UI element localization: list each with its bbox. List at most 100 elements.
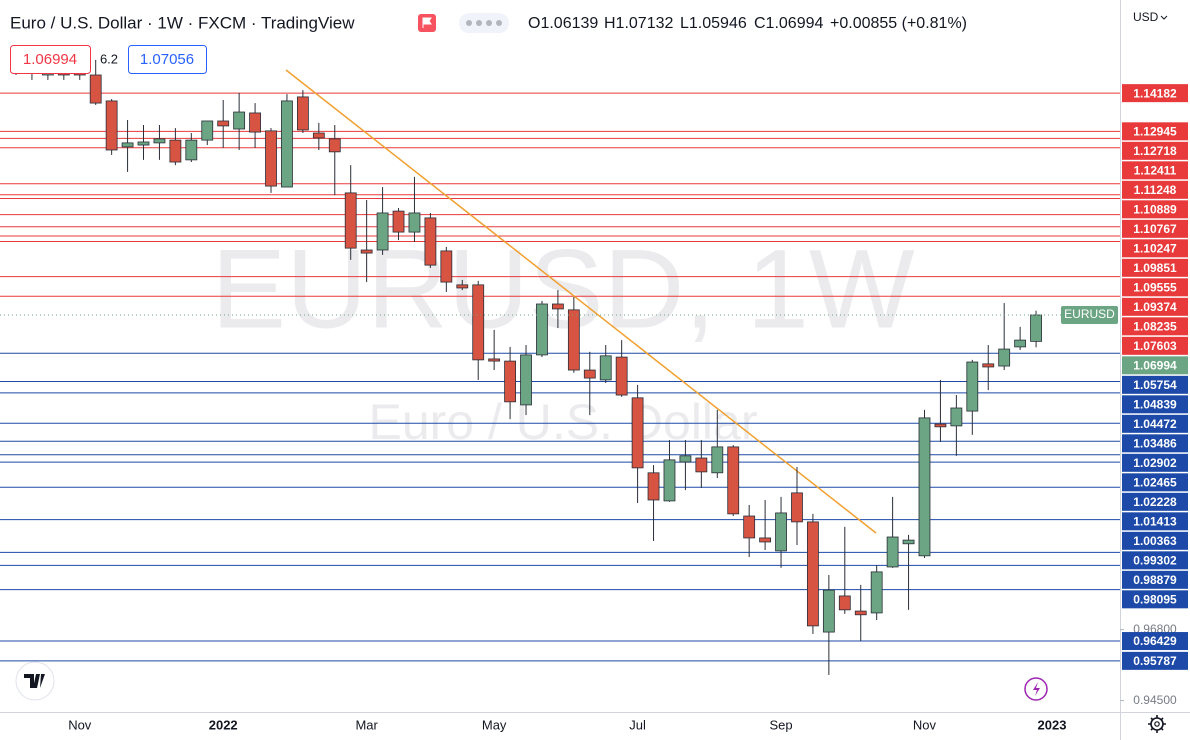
symbol-label: EURUSD xyxy=(1064,307,1115,321)
currency-selector[interactable]: USD xyxy=(1121,0,1190,36)
watermark-symbol: EURUSD, 1W xyxy=(211,227,914,352)
level-label: 1.09374 xyxy=(1133,300,1177,314)
currency-bg[interactable] xyxy=(1121,0,1190,36)
lightning-icon xyxy=(1033,682,1040,696)
candle-body xyxy=(791,492,803,523)
candle-body xyxy=(456,284,469,289)
last-price-label: 1.06994 xyxy=(1133,358,1177,372)
y-tick-label: 0.94500 xyxy=(1133,693,1177,707)
candle-body xyxy=(520,354,532,406)
level-label: 0.99302 xyxy=(1133,553,1177,567)
sell-box[interactable] xyxy=(10,45,91,74)
level-label: 1.04839 xyxy=(1133,397,1177,411)
candle-body xyxy=(934,423,947,428)
level-label: 1.10247 xyxy=(1133,241,1177,255)
buy-price: 1.07056 xyxy=(140,51,194,68)
ohlc-high: H1.07132 xyxy=(604,15,673,32)
level-label: 1.01413 xyxy=(1133,514,1177,528)
level-label: 1.10889 xyxy=(1133,202,1177,216)
candle-body xyxy=(822,589,835,633)
level-label-bg xyxy=(1122,434,1188,453)
candle-body xyxy=(281,100,293,188)
level-label-bg xyxy=(1122,219,1188,238)
level-label: 1.02902 xyxy=(1133,456,1177,470)
candle-body xyxy=(105,100,118,151)
x-tick-label: 2022 xyxy=(209,717,238,732)
candle-body xyxy=(488,358,501,362)
candles xyxy=(10,59,1042,675)
level-label: 1.09555 xyxy=(1133,280,1177,294)
flag-button[interactable] xyxy=(418,14,436,32)
candle-body xyxy=(217,120,230,127)
sell-price: 1.06994 xyxy=(23,51,77,68)
candle-body xyxy=(249,112,261,133)
candle-body xyxy=(599,355,612,381)
candle-body xyxy=(233,111,246,130)
level-label-bg xyxy=(1122,317,1188,336)
symbol-label-bg xyxy=(1061,305,1118,324)
candle-body xyxy=(998,348,1011,367)
level-label: 1.04472 xyxy=(1133,417,1177,431)
x-tick-label: Jul xyxy=(629,717,646,732)
candle-body xyxy=(201,120,214,141)
level-label: 1.00363 xyxy=(1133,534,1177,548)
level-label: 1.09851 xyxy=(1133,261,1177,275)
level-label: 1.14182 xyxy=(1133,86,1177,100)
x-tick-label: Nov xyxy=(68,717,92,732)
flag-icon xyxy=(422,17,432,28)
candle-body xyxy=(663,459,676,502)
caret xyxy=(1160,15,1168,20)
level-label-bg xyxy=(1122,414,1188,433)
level-label: 1.12718 xyxy=(1133,144,1177,158)
status-pill[interactable] xyxy=(459,13,509,33)
candle-body xyxy=(1030,314,1042,342)
level-label: 1.05754 xyxy=(1133,378,1177,392)
level-label: 0.98095 xyxy=(1133,592,1177,606)
logo-mark xyxy=(24,674,45,688)
level-label-bg xyxy=(1122,632,1188,651)
candle-body xyxy=(870,571,883,614)
candle-body xyxy=(727,446,740,515)
level-label: 1.11248 xyxy=(1134,183,1177,197)
level-label: 0.96429 xyxy=(1133,634,1177,648)
x-tick-label: 2023 xyxy=(1038,717,1067,732)
chart-title: Euro / U.S. Dollar · 1W · FXCM · Trading… xyxy=(10,13,355,32)
level-label-bg xyxy=(1122,570,1188,589)
level-label-bg xyxy=(1122,84,1188,103)
candle-body xyxy=(472,284,485,361)
level-label-bg xyxy=(1122,453,1188,472)
x-tick-label: Mar xyxy=(355,717,378,732)
level-label: 0.95787 xyxy=(1133,654,1177,668)
candle-body xyxy=(504,360,516,403)
candle-body xyxy=(89,74,102,104)
level-label-bg xyxy=(1122,297,1188,316)
buy-button[interactable]: 1.07056 xyxy=(128,45,207,74)
settings-button[interactable] xyxy=(1148,715,1166,733)
candle-body xyxy=(886,536,899,568)
tv-logo[interactable] xyxy=(15,661,55,701)
buy-box[interactable] xyxy=(128,45,207,74)
level-lines xyxy=(0,92,1120,662)
level-label-bg xyxy=(1122,200,1188,219)
lightning-button[interactable] xyxy=(1024,677,1048,701)
candle-body xyxy=(743,515,756,539)
candle-body xyxy=(759,537,772,543)
candle-body xyxy=(392,210,405,233)
level-label-bg xyxy=(1122,551,1188,570)
candle-body xyxy=(567,309,580,371)
candle-body xyxy=(296,96,309,131)
level-label-bg xyxy=(1122,590,1188,609)
candle-body xyxy=(169,139,182,163)
level-label-bg xyxy=(1122,651,1188,670)
level-label: 1.07603 xyxy=(1133,339,1177,353)
level-label: 1.08235 xyxy=(1133,319,1177,333)
candle-body xyxy=(153,138,166,144)
candle-body xyxy=(583,369,596,379)
candle-body xyxy=(711,446,724,474)
sell-button[interactable]: 1.06994 xyxy=(10,45,91,74)
candle-body xyxy=(265,130,277,187)
candle-body xyxy=(854,610,867,616)
candle-body xyxy=(185,139,198,161)
level-label: 1.12411 xyxy=(1134,163,1177,177)
candle-body xyxy=(950,407,963,427)
